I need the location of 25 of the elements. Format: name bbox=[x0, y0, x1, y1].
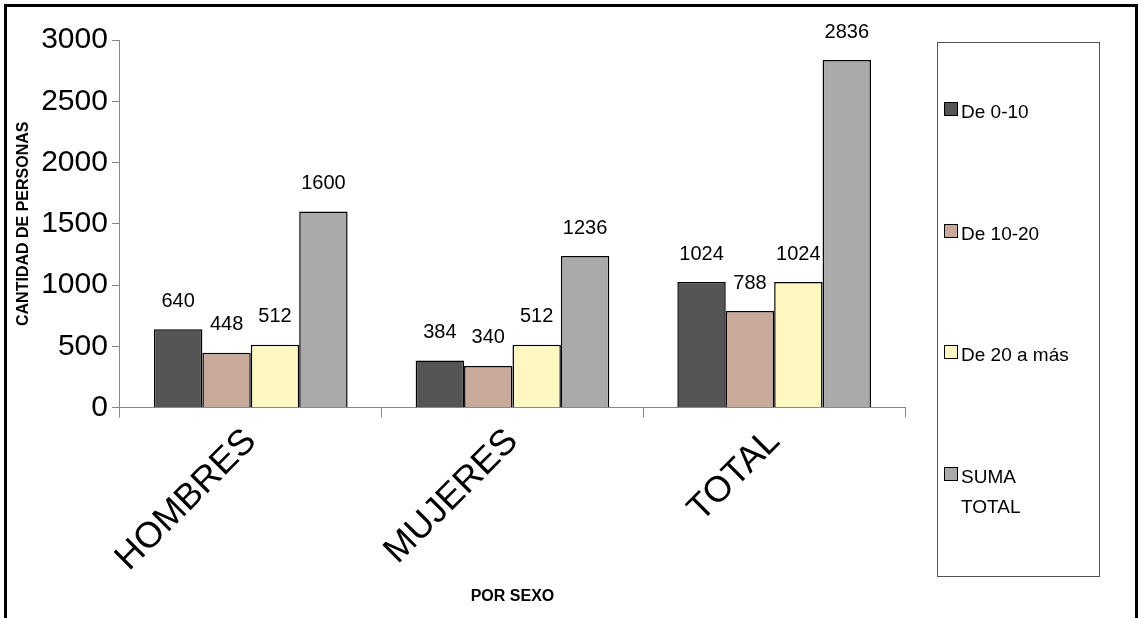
data-label: 788 bbox=[733, 270, 767, 293]
y-tick-label: 2000 bbox=[41, 143, 108, 177]
y-tick-label: 1000 bbox=[41, 266, 108, 300]
data-label: 512 bbox=[258, 304, 292, 327]
y-tick-label: 500 bbox=[57, 327, 108, 361]
y-tick-label: 3000 bbox=[41, 21, 108, 55]
legend-label: SUMA TOTAL bbox=[961, 465, 1022, 520]
data-label: 448 bbox=[209, 312, 244, 335]
data-label: 340 bbox=[471, 325, 505, 348]
legend-label: De 10-20 bbox=[961, 221, 1041, 246]
data-label: 1236 bbox=[562, 215, 608, 238]
data-label: 640 bbox=[161, 288, 195, 311]
legend-label: De 20 a más bbox=[961, 343, 1070, 368]
data-label: 1024 bbox=[679, 241, 724, 264]
data-label: 1600 bbox=[301, 171, 346, 194]
y-tick-label: 1500 bbox=[41, 205, 108, 239]
data-label: 384 bbox=[423, 320, 457, 343]
x-axis-title: POR SEXO bbox=[470, 586, 555, 604]
y-axis-title: CANTIDAD DE PERSONAS bbox=[14, 121, 32, 327]
data-label: 1024 bbox=[776, 241, 821, 264]
data-label: 512 bbox=[519, 304, 554, 327]
data-label: 2836 bbox=[824, 19, 870, 42]
y-tick-label: 2500 bbox=[41, 82, 108, 116]
y-tick-label: 0 bbox=[91, 388, 108, 422]
legend-label: De 0-10 bbox=[961, 99, 1030, 124]
